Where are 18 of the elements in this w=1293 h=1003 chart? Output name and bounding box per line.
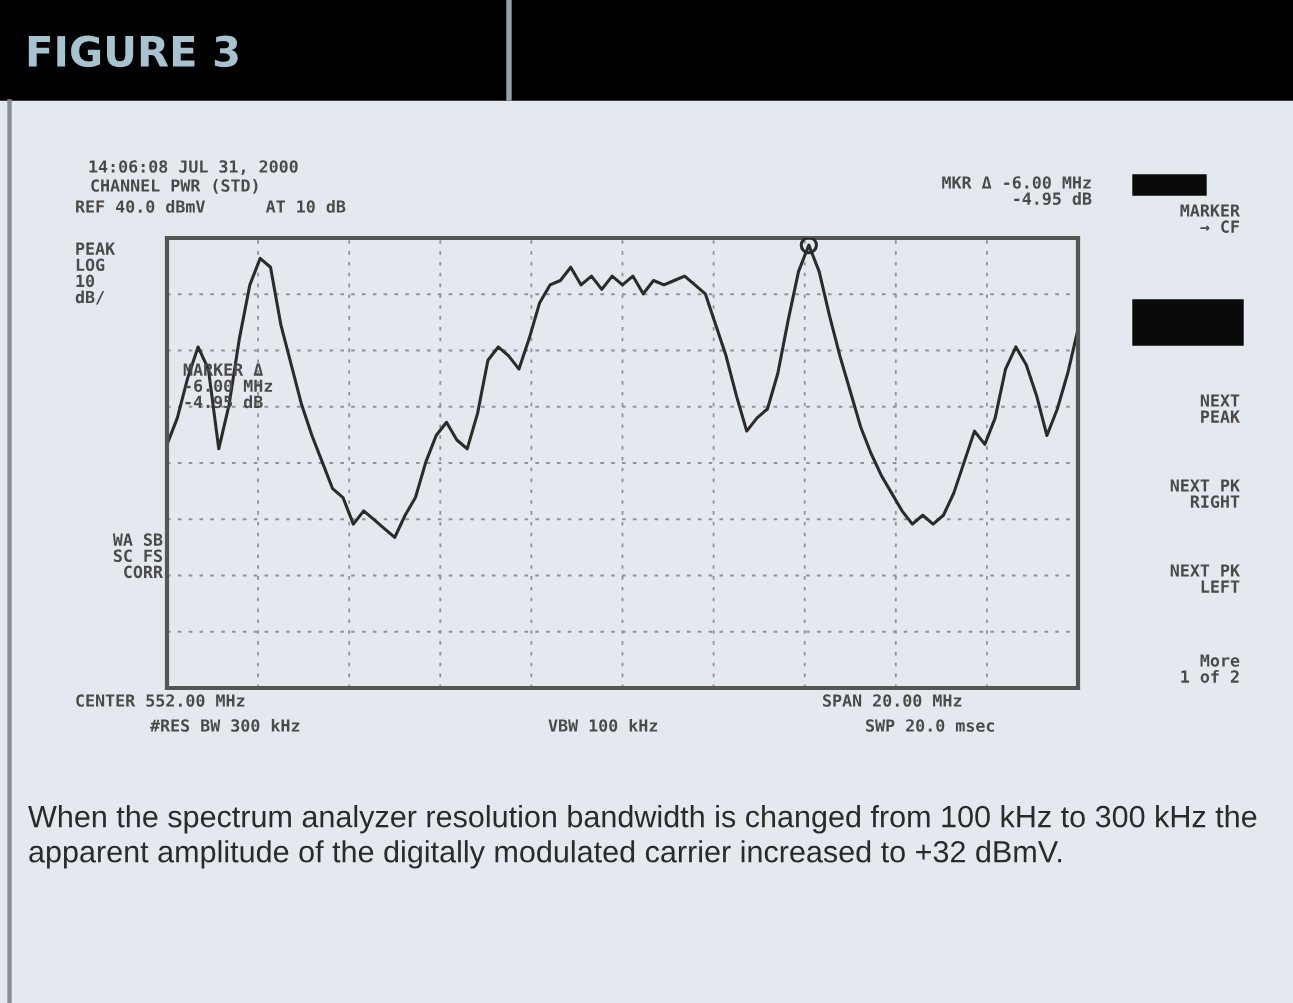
- text: WA SB SC FS CORR: [112, 533, 163, 579]
- text: VBW 100 kHz: [548, 718, 658, 732]
- text: #RES BW 300 kHz: [150, 718, 300, 732]
- text: NEXT PK LEFT: [1170, 564, 1240, 593]
- text: MKR Δ -6.00 MHz -4.95 dB: [942, 176, 1092, 205]
- chart-title: FIGURE 3: [28, 35, 238, 68]
- text: SWP 20.0 msec: [866, 719, 995, 732]
- text: SPAN 20.00 MHz: [823, 694, 962, 707]
- text: When the spectrum analyzer resolution bandwidth is changed from 100 kHz to 300 kHz the apparent amplitude of the digitally modulated carrier increased to +32 dBmV.: [28, 805, 1257, 869]
- text: REF 40.0 dBmV AT 10 dB: [76, 199, 346, 213]
- text: NEXT PEAK: [1200, 394, 1240, 423]
- text: MARKER → CF: [1180, 204, 1240, 233]
- text: 14:06:08 JUL 31, 2000: [89, 160, 298, 175]
- text: NEXT PK RIGHT: [1170, 479, 1240, 508]
- text: PEAK LOG 10 dB/: [75, 242, 116, 305]
- text: CENTER 552.00 MHz: [76, 694, 245, 707]
- text: More 1 of 2: [1181, 654, 1240, 683]
- text: CHANNEL PWR (STD): [91, 178, 258, 194]
